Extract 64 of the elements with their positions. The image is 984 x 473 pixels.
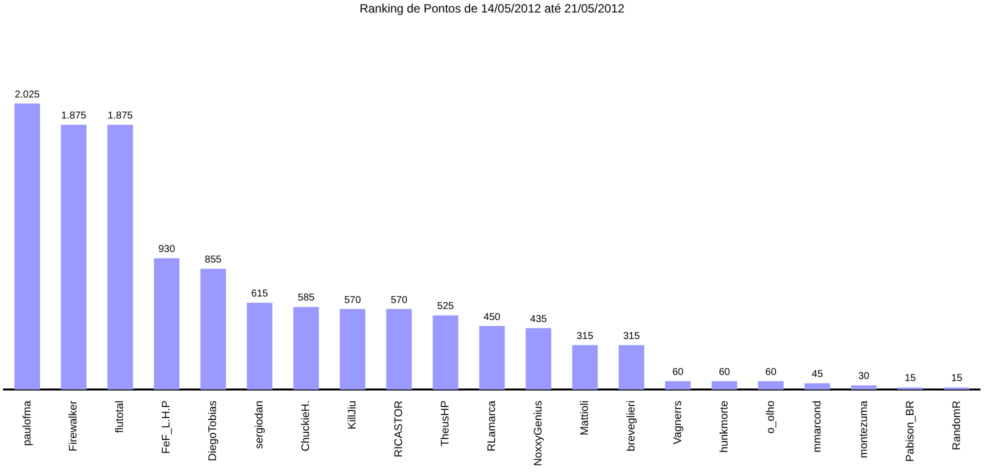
data-label: 615 <box>251 288 268 300</box>
bar <box>479 326 505 390</box>
bar <box>386 309 412 390</box>
bar <box>618 345 644 390</box>
bar <box>340 309 366 390</box>
bar <box>154 258 180 390</box>
x-tick-label: flutotal <box>114 400 126 434</box>
x-tick-label: FeF_L.H.P <box>160 400 173 454</box>
x-tick-label: TheusHP <box>440 400 452 446</box>
x-tick-label: montezuma <box>858 400 870 458</box>
data-label: 525 <box>437 301 454 312</box>
data-label: 45 <box>812 368 824 380</box>
data-label: 15 <box>904 373 916 384</box>
x-tick-label: ChuckieH. <box>300 400 312 452</box>
x-tick-label: Mattioli <box>578 400 591 436</box>
x-tick-label: DiegoTobias <box>207 400 220 462</box>
data-label: 315 <box>623 330 640 342</box>
bar <box>665 381 691 390</box>
data-label: 2.025 <box>14 89 40 100</box>
bar <box>14 104 40 390</box>
data-label: 315 <box>576 330 594 342</box>
data-label: 585 <box>298 292 315 304</box>
x-tick-label: Firewalker <box>68 400 80 452</box>
bar <box>293 306 319 390</box>
data-label: 435 <box>530 314 548 325</box>
x-tick-label: o_olho <box>764 400 777 434</box>
bar <box>200 268 226 390</box>
bar <box>851 385 877 390</box>
x-tick-label: mmarcond <box>811 400 824 453</box>
bar <box>107 124 133 390</box>
bar <box>432 315 458 390</box>
x-tick-label: paulofma <box>21 400 34 446</box>
data-label: 570 <box>344 294 362 306</box>
data-label: 15 <box>951 373 963 384</box>
x-tick-label: breveglieri <box>625 400 638 452</box>
x-tick-label: Pabison_BR <box>904 400 916 462</box>
data-label: 855 <box>204 254 222 266</box>
bar <box>572 345 598 390</box>
bar <box>944 387 970 390</box>
bar <box>60 124 86 390</box>
bar <box>804 383 830 390</box>
bar <box>246 302 272 390</box>
data-label: 1.875 <box>108 110 134 122</box>
x-tick-label: RICASTOR <box>393 400 406 458</box>
chart-title: Ranking de Pontos de 14/05/2012 até 21/05/2012 <box>360 2 625 16</box>
x-tick-label: sergiodan <box>254 400 266 449</box>
x-tick-label: RLamarca <box>486 400 498 452</box>
data-label: 450 <box>484 312 501 323</box>
data-label: 60 <box>672 366 684 378</box>
data-label: 570 <box>390 294 408 306</box>
data-label: 1.875 <box>61 110 87 122</box>
bar <box>758 381 784 390</box>
x-tick-label: RandomR <box>950 400 963 450</box>
x-tick-label: Vagnerrs <box>672 400 684 444</box>
x-tick-label: NoxxyGenius <box>532 400 545 466</box>
x-tick-label: KillJiu <box>346 400 359 430</box>
bar <box>526 328 552 390</box>
data-label: 30 <box>858 371 870 382</box>
bar <box>898 387 924 390</box>
data-label: 60 <box>718 366 730 378</box>
bar <box>712 381 738 390</box>
data-label: 60 <box>765 366 777 378</box>
data-label: 930 <box>158 244 176 255</box>
x-tick-label: hunkmorte <box>718 400 730 453</box>
